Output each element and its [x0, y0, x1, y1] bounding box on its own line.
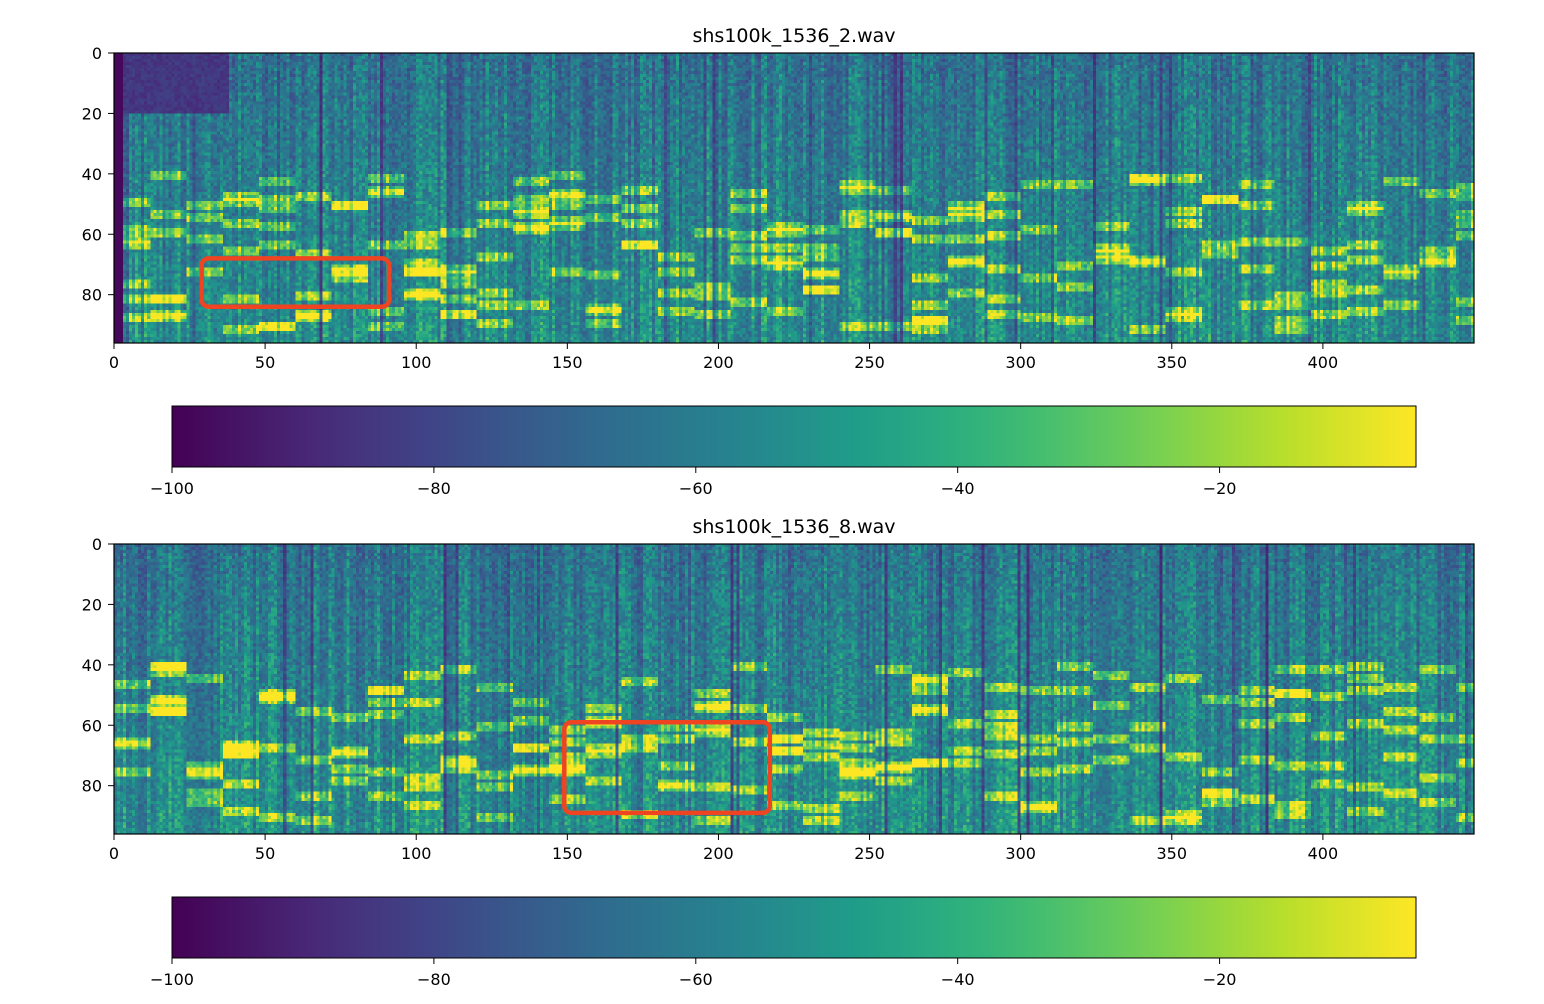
x-tick-label: 150: [552, 353, 583, 372]
y-tick-label: 40: [82, 656, 102, 675]
x-tick-label: 300: [1005, 353, 1036, 372]
highlight-box: [199, 256, 392, 309]
colorbar-tick-label: −40: [941, 479, 975, 498]
x-tick-label: 200: [703, 353, 734, 372]
colorbar-tick-label: −60: [679, 970, 713, 989]
x-tick-label: 250: [854, 844, 885, 863]
x-tick-label: 400: [1308, 844, 1339, 863]
x-tick-label: 400: [1308, 353, 1339, 372]
x-tick-label: 0: [109, 844, 119, 863]
highlight-box: [562, 719, 773, 816]
y-tick-label: 20: [82, 595, 102, 614]
y-tick-label: 60: [82, 716, 102, 735]
x-tick-label: 100: [401, 353, 432, 372]
x-tick-label: 50: [255, 844, 275, 863]
chart-title: shs100k_1536_8.wav: [692, 516, 895, 538]
colorbar-tick-label: −20: [1203, 479, 1237, 498]
colorbar-tick-label: −80: [417, 970, 451, 989]
x-tick-label: 150: [552, 844, 583, 863]
axes-frame: [113, 52, 1475, 344]
colorbar: [171, 405, 1417, 468]
colorbar-tick-label: −100: [150, 970, 194, 989]
colorbar-tick-label: −20: [1203, 970, 1237, 989]
spectrogram-heatmap: [114, 544, 1474, 834]
x-tick-label: 350: [1157, 844, 1188, 863]
colorbar-tick-label: −40: [941, 970, 975, 989]
y-tick-label: 0: [92, 535, 102, 554]
chart-title: shs100k_1536_2.wav: [692, 25, 895, 47]
axes-frame: [113, 543, 1475, 835]
colorbar-tick-label: −80: [417, 479, 451, 498]
y-tick-label: 20: [82, 104, 102, 123]
x-tick-label: 250: [854, 353, 885, 372]
x-tick-label: 200: [703, 844, 734, 863]
x-tick-label: 350: [1157, 353, 1188, 372]
y-tick-label: 80: [82, 286, 102, 305]
x-tick-label: 0: [109, 353, 119, 372]
y-tick-label: 0: [92, 44, 102, 63]
colorbar: [171, 896, 1417, 959]
spectrogram-heatmap: [114, 53, 1474, 343]
colorbar-tick-label: −60: [679, 479, 713, 498]
x-tick-label: 300: [1005, 844, 1036, 863]
y-tick-label: 40: [82, 165, 102, 184]
y-tick-label: 80: [82, 777, 102, 796]
x-tick-label: 50: [255, 353, 275, 372]
y-tick-label: 60: [82, 225, 102, 244]
x-tick-label: 100: [401, 844, 432, 863]
colorbar-tick-label: −100: [150, 479, 194, 498]
